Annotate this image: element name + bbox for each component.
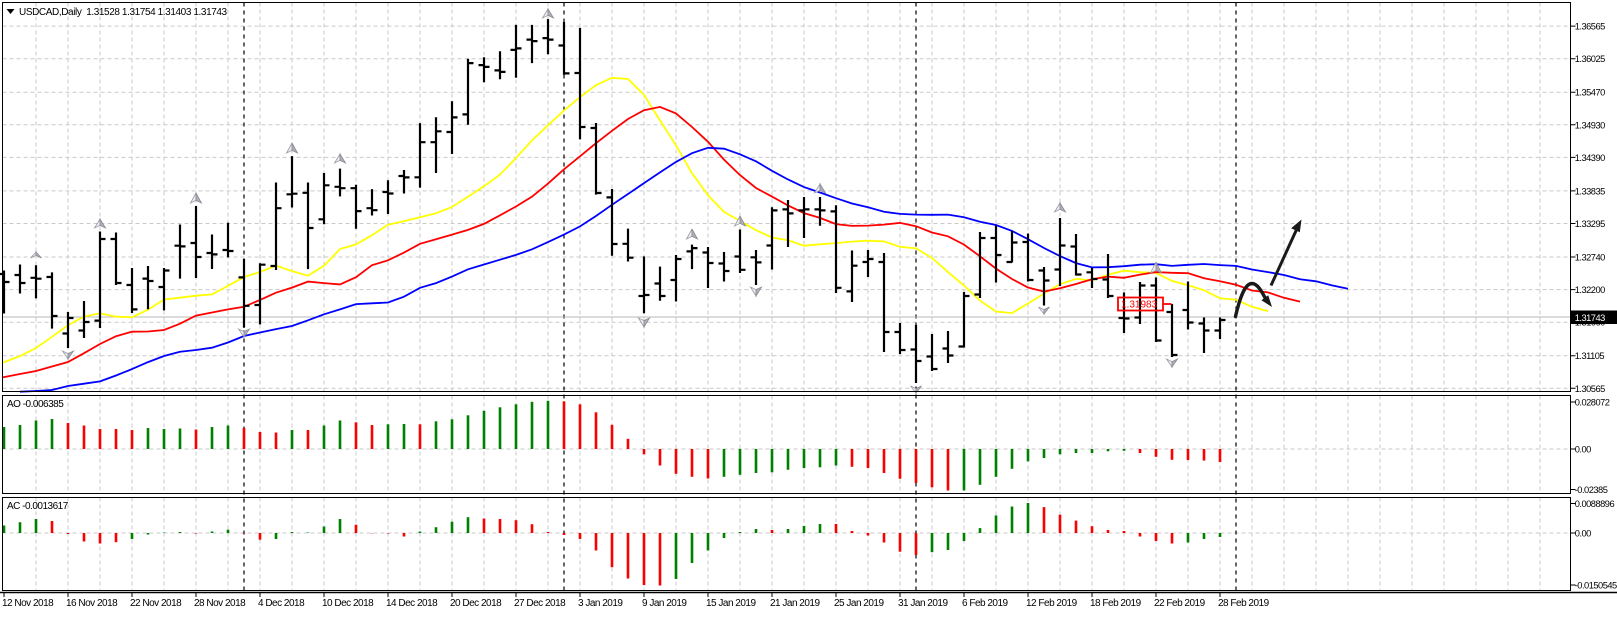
svg-text:12 Feb 2019: 12 Feb 2019 xyxy=(1026,598,1078,609)
svg-text:-0.0150545: -0.0150545 xyxy=(1575,581,1617,591)
svg-text:AO -0.006385: AO -0.006385 xyxy=(7,399,64,410)
svg-text:15 Jan 2019: 15 Jan 2019 xyxy=(706,598,756,609)
svg-text:3 Jan 2019: 3 Jan 2019 xyxy=(578,598,623,609)
svg-text:4 Dec 2018: 4 Dec 2018 xyxy=(258,598,305,609)
svg-text:1.32200: 1.32200 xyxy=(1575,285,1605,295)
svg-text:1.31105: 1.31105 xyxy=(1575,351,1605,361)
svg-text:1.35470: 1.35470 xyxy=(1575,88,1605,98)
svg-text:1.34390: 1.34390 xyxy=(1575,153,1605,163)
svg-text:22 Nov 2018: 22 Nov 2018 xyxy=(130,598,182,609)
svg-text:25 Jan 2019: 25 Jan 2019 xyxy=(834,598,884,609)
svg-text:0.00: 0.00 xyxy=(1575,445,1591,455)
svg-text:16 Nov 2018: 16 Nov 2018 xyxy=(66,598,118,609)
svg-text:31 Jan 2019: 31 Jan 2019 xyxy=(898,598,948,609)
svg-text:21 Jan 2019: 21 Jan 2019 xyxy=(770,598,820,609)
svg-text:USDCAD,Daily 1.31528 1.31754: USDCAD,Daily 1.31528 1.31754 1.31403 1.3… xyxy=(19,7,228,18)
svg-text:0.028072: 0.028072 xyxy=(1575,398,1610,408)
svg-text:10 Dec 2018: 10 Dec 2018 xyxy=(322,598,374,609)
svg-text:20 Dec 2018: 20 Dec 2018 xyxy=(450,598,502,609)
svg-text:6 Feb 2019: 6 Feb 2019 xyxy=(962,598,1009,609)
svg-text:28 Feb 2019: 28 Feb 2019 xyxy=(1218,598,1270,609)
svg-text:AC -0.0013617: AC -0.0013617 xyxy=(7,501,69,512)
svg-text:1.31743: 1.31743 xyxy=(1575,313,1605,323)
svg-text:1.33295: 1.33295 xyxy=(1575,219,1605,229)
svg-text:1.34930: 1.34930 xyxy=(1575,120,1605,130)
svg-text:14 Dec 2018: 14 Dec 2018 xyxy=(386,598,438,609)
svg-text:1.36565: 1.36565 xyxy=(1575,22,1605,32)
svg-text:0.00: 0.00 xyxy=(1575,529,1591,539)
svg-text:1.32740: 1.32740 xyxy=(1575,253,1605,263)
svg-text:22 Feb 2019: 22 Feb 2019 xyxy=(1154,598,1206,609)
svg-text:1.30565: 1.30565 xyxy=(1575,384,1605,394)
svg-text:12 Nov 2018: 12 Nov 2018 xyxy=(2,598,54,609)
svg-text:27 Dec 2018: 27 Dec 2018 xyxy=(514,598,566,609)
svg-text:18 Feb 2019: 18 Feb 2019 xyxy=(1090,598,1142,609)
svg-text:9 Jan 2019: 9 Jan 2019 xyxy=(642,598,687,609)
svg-text:1.36025: 1.36025 xyxy=(1575,54,1605,64)
svg-text:28 Nov 2018: 28 Nov 2018 xyxy=(194,598,246,609)
svg-text:-0.02385: -0.02385 xyxy=(1575,485,1608,495)
svg-text:0.0088896: 0.0088896 xyxy=(1575,499,1615,509)
svg-text:1.31983: 1.31983 xyxy=(1121,300,1158,311)
svg-text:1.33835: 1.33835 xyxy=(1575,186,1605,196)
